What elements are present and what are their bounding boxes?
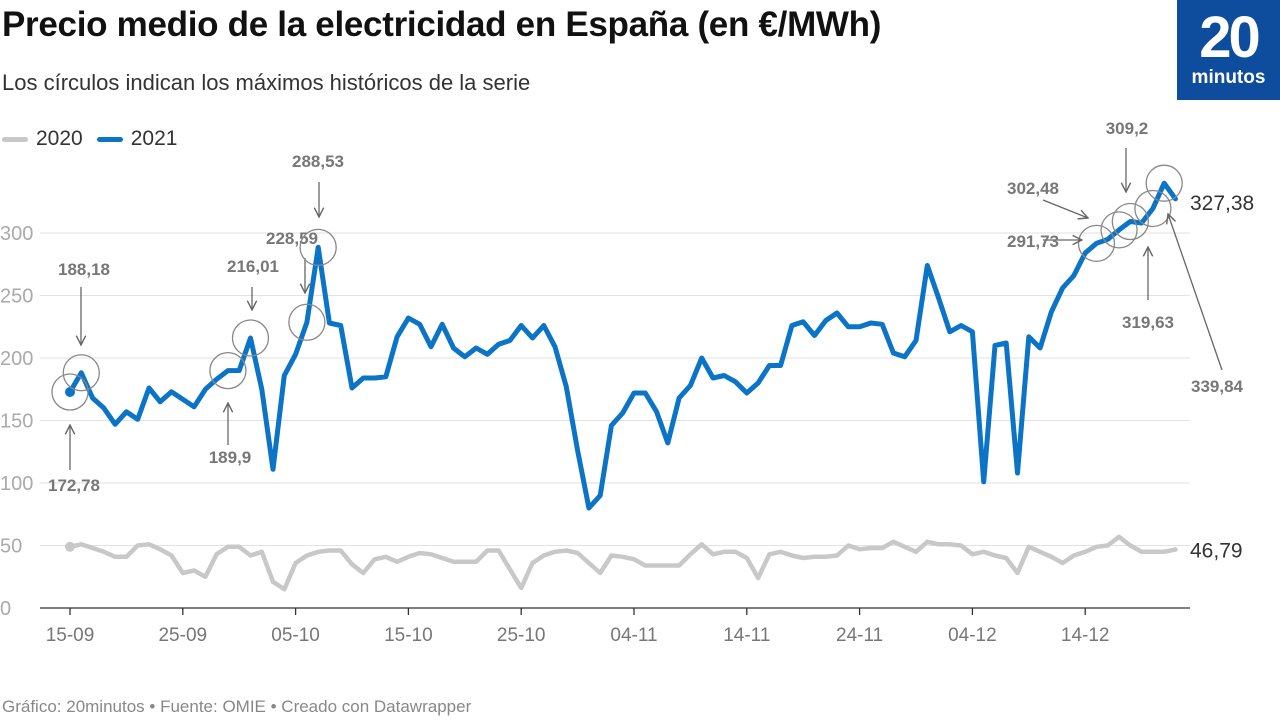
x-tick-label: 25-10 (497, 625, 546, 646)
max-circle (1100, 211, 1138, 249)
annotation: 172,78 (48, 373, 100, 495)
legend-label-2020: 2020 (36, 127, 83, 150)
annotation: 319,63 (1122, 189, 1174, 332)
max-circle (62, 354, 100, 392)
x-tick-label: 05-10 (271, 625, 320, 646)
annotation-label: 228,59 (266, 229, 318, 248)
annotation: 189,9 (209, 351, 252, 467)
legend-item-2021: 2021 (96, 127, 178, 151)
y-tick-label: 200 (0, 348, 33, 370)
annotation-label: 188,18 (58, 260, 110, 279)
brand-logo: 20 minutos (1177, 0, 1280, 100)
max-circle (1111, 202, 1149, 241)
y-tick-label: 0 (0, 598, 11, 620)
legend-item-2020: 2020 (2, 127, 83, 151)
legend: 2020 2021 (2, 127, 177, 151)
annotation: 216,01 (227, 257, 279, 357)
x-tick-label: 04-12 (948, 625, 997, 646)
annotation: 291,73 (1007, 224, 1116, 262)
y-tick-label: 50 (0, 536, 22, 558)
x-tick-label: 15-10 (384, 625, 433, 646)
y-tick-label: 150 (0, 411, 33, 433)
legend-swatch-2021 (96, 136, 123, 142)
max-circle (1134, 189, 1172, 228)
max-circle (288, 303, 326, 341)
max-circle (231, 319, 270, 357)
x-tick-label: 15-09 (46, 625, 95, 646)
annotation: 302,48 (1007, 179, 1138, 249)
annotation-label: 302,48 (1007, 179, 1059, 198)
footer-credits: Gráfico: 20minutos • Fuente: OMIE • Crea… (2, 697, 472, 716)
annotation-label: 319,63 (1122, 313, 1174, 332)
annotation: 188,18 (58, 260, 110, 392)
max-circle (299, 228, 337, 266)
y-tick-label: 100 (0, 473, 33, 495)
annotation-label: 216,01 (227, 257, 279, 276)
end-label-2021: 327,38 (1190, 192, 1254, 215)
annotation-label: 189,9 (209, 448, 252, 467)
chart-title: Precio medio de la electricidad en Españ… (2, 5, 882, 44)
series-line-2020 (67, 534, 1178, 592)
max-circle (51, 373, 89, 411)
annotation: 228,59 (266, 229, 326, 341)
legend-swatch-2020 (2, 136, 28, 142)
annotation-label: 172,78 (48, 476, 100, 495)
x-tick-label: 14-12 (1061, 625, 1110, 646)
annotation: 288,53 (292, 152, 344, 266)
annotation-label: 291,73 (1007, 232, 1059, 251)
end-label-2020: 46,79 (1190, 540, 1243, 563)
annotation-label: 309,2 (1106, 119, 1149, 138)
logo-word: minutos (1191, 67, 1266, 88)
y-tick-label: 250 (0, 286, 33, 308)
logo-number: 20 (1199, 5, 1261, 70)
max-circle (209, 351, 247, 390)
annotation: 309,2 (1106, 119, 1149, 241)
annotation-arrow (1168, 214, 1223, 371)
x-tick-label: 25-09 (158, 625, 207, 646)
legend-label-2021: 2021 (130, 127, 178, 150)
x-tick-label: 14-11 (723, 625, 770, 646)
max-circle (1145, 164, 1183, 202)
annotation-label: 339,84 (1191, 377, 1244, 396)
x-tick-label: 04-11 (610, 625, 657, 646)
annotation-arrow (1042, 199, 1088, 218)
y-tick-label: 300 (0, 223, 33, 245)
chart-subtitle: Los círculos indican los máximos históri… (2, 70, 531, 95)
x-tick-label: 24-11 (836, 625, 883, 646)
annotation: 339,84 (1145, 164, 1244, 396)
annotation-label: 288,53 (292, 152, 344, 171)
